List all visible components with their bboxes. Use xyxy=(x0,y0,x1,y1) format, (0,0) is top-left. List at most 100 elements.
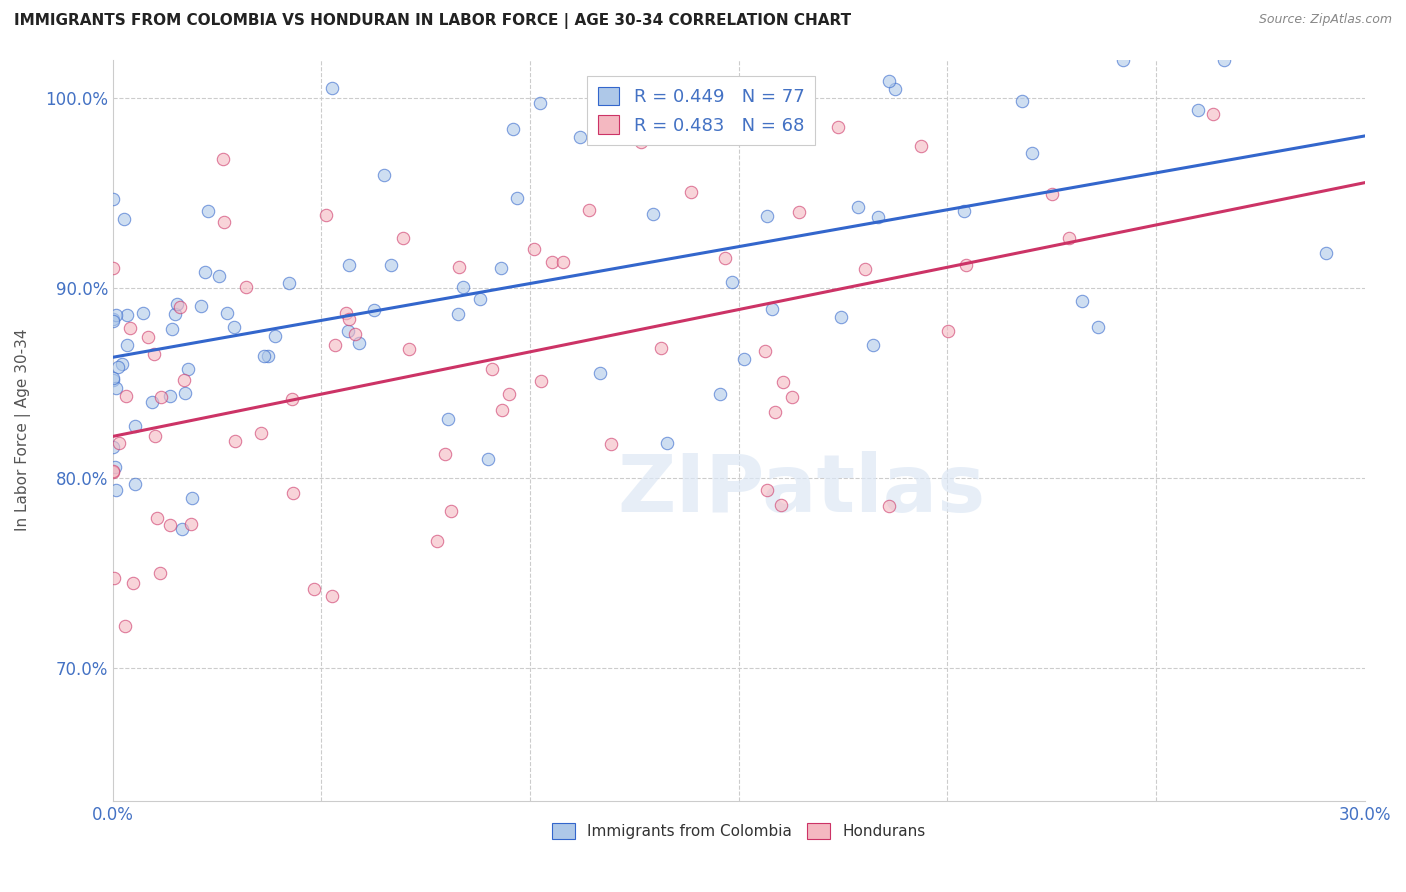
Y-axis label: In Labor Force | Age 30-34: In Labor Force | Age 30-34 xyxy=(15,329,31,532)
Point xyxy=(335,306,357,320)
Point xyxy=(136,330,159,344)
Point xyxy=(506,191,529,205)
Point xyxy=(257,349,280,363)
Point xyxy=(124,477,146,491)
Point xyxy=(1021,146,1043,161)
Point xyxy=(264,328,287,343)
Point xyxy=(101,311,124,326)
Point xyxy=(772,375,794,389)
Point xyxy=(392,231,415,245)
Point xyxy=(159,389,181,403)
Point xyxy=(347,336,370,351)
Point xyxy=(173,385,195,400)
Point xyxy=(146,510,169,524)
Point xyxy=(709,387,731,401)
Point xyxy=(643,207,665,221)
Point xyxy=(955,258,977,272)
Point xyxy=(436,411,458,425)
Point xyxy=(101,192,124,206)
Point xyxy=(197,203,219,218)
Point xyxy=(103,371,125,385)
Point xyxy=(115,337,138,351)
Point xyxy=(398,343,420,357)
Point xyxy=(159,517,181,532)
Point xyxy=(1202,106,1225,120)
Point xyxy=(1071,294,1094,309)
Point xyxy=(117,308,139,322)
Point xyxy=(787,205,810,219)
Point xyxy=(373,169,395,183)
Point xyxy=(337,258,360,272)
Point xyxy=(321,589,343,603)
Point xyxy=(321,81,343,95)
Point xyxy=(491,403,513,417)
Point xyxy=(114,619,136,633)
Point xyxy=(733,351,755,366)
Point xyxy=(523,243,546,257)
Point xyxy=(104,460,127,475)
Point xyxy=(193,265,215,279)
Point xyxy=(761,301,783,316)
Point xyxy=(470,292,492,306)
Point xyxy=(162,322,184,336)
Point xyxy=(180,491,202,506)
Point xyxy=(769,498,792,512)
Point xyxy=(142,347,165,361)
Point xyxy=(1040,187,1063,202)
Point xyxy=(578,202,600,217)
Point xyxy=(104,381,127,395)
Point xyxy=(249,425,271,440)
Point xyxy=(302,582,325,597)
Point xyxy=(336,324,359,338)
Point xyxy=(529,96,551,111)
Point xyxy=(477,452,499,467)
Point xyxy=(862,337,884,351)
Point xyxy=(149,566,172,581)
Point xyxy=(952,203,974,218)
Point xyxy=(173,373,195,387)
Point xyxy=(315,208,337,222)
Point xyxy=(1057,231,1080,245)
Point xyxy=(529,374,551,388)
Point xyxy=(380,258,402,272)
Point xyxy=(112,211,135,226)
Point xyxy=(235,280,257,294)
Point xyxy=(827,120,849,134)
Text: IMMIGRANTS FROM COLOMBIA VS HONDURAN IN LABOR FORCE | AGE 30-34 CORRELATION CHAR: IMMIGRANTS FROM COLOMBIA VS HONDURAN IN … xyxy=(14,13,851,29)
Point xyxy=(655,436,678,450)
Point xyxy=(105,308,128,322)
Point xyxy=(855,261,877,276)
Point xyxy=(166,297,188,311)
Point xyxy=(910,139,932,153)
Legend: Immigrants from Colombia, Hondurans: Immigrants from Colombia, Hondurans xyxy=(546,817,932,845)
Point xyxy=(115,389,138,403)
Point xyxy=(224,434,246,448)
Point xyxy=(433,447,456,461)
Point xyxy=(143,428,166,442)
Point xyxy=(172,522,194,536)
Point xyxy=(101,314,124,328)
Point xyxy=(169,301,191,315)
Point xyxy=(650,341,672,355)
Point xyxy=(426,533,449,548)
Point xyxy=(1187,103,1209,117)
Point xyxy=(208,268,231,283)
Point xyxy=(449,260,471,274)
Point xyxy=(568,130,591,145)
Point xyxy=(141,395,163,409)
Point xyxy=(101,261,124,276)
Point xyxy=(936,324,959,338)
Point xyxy=(541,255,564,269)
Point xyxy=(150,390,173,404)
Point xyxy=(498,387,520,401)
Point xyxy=(111,357,134,371)
Point xyxy=(1087,320,1109,334)
Point xyxy=(1315,246,1337,260)
Point xyxy=(124,419,146,434)
Point xyxy=(222,320,245,334)
Point xyxy=(1011,94,1033,108)
Point xyxy=(101,465,124,479)
Point xyxy=(502,121,524,136)
Point xyxy=(884,82,907,96)
Point xyxy=(754,343,776,358)
